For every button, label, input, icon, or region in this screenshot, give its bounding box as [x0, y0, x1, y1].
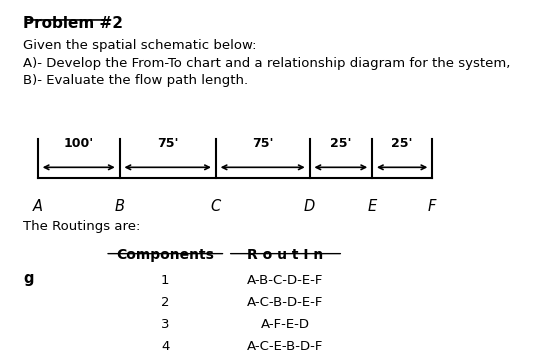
Text: A-B-C-D-E-F: A-B-C-D-E-F	[248, 274, 324, 287]
Text: D: D	[304, 199, 315, 214]
Text: 3: 3	[161, 318, 170, 331]
Text: B)- Evaluate the flow path length.: B)- Evaluate the flow path length.	[24, 74, 249, 87]
Text: A: A	[33, 199, 43, 214]
Text: A-F-E-D: A-F-E-D	[261, 318, 310, 331]
Text: 75': 75'	[252, 137, 273, 150]
Text: Given the spatial schematic below:: Given the spatial schematic below:	[24, 39, 257, 52]
Text: Components: Components	[116, 248, 214, 262]
Text: A-C-B-D-E-F: A-C-B-D-E-F	[248, 296, 324, 309]
Text: 2: 2	[161, 296, 170, 309]
Text: C: C	[211, 199, 221, 214]
Text: 1: 1	[161, 274, 170, 287]
Text: 25': 25'	[330, 137, 352, 150]
Text: F: F	[428, 199, 436, 214]
Text: 25': 25'	[391, 137, 413, 150]
Text: B: B	[115, 199, 124, 214]
Text: A-C-E-B-D-F: A-C-E-B-D-F	[248, 339, 324, 352]
Text: 4: 4	[161, 339, 170, 352]
Text: E: E	[367, 199, 377, 214]
Text: R o u t I n: R o u t I n	[248, 248, 324, 262]
Text: 100': 100'	[64, 137, 94, 150]
Text: The Routings are:: The Routings are:	[24, 220, 141, 233]
Text: Problem #2: Problem #2	[24, 17, 123, 31]
Text: A)- Develop the From-To chart and a relationship diagram for the system,: A)- Develop the From-To chart and a rela…	[24, 57, 511, 70]
Text: g: g	[24, 271, 34, 286]
Text: 75': 75'	[157, 137, 179, 150]
